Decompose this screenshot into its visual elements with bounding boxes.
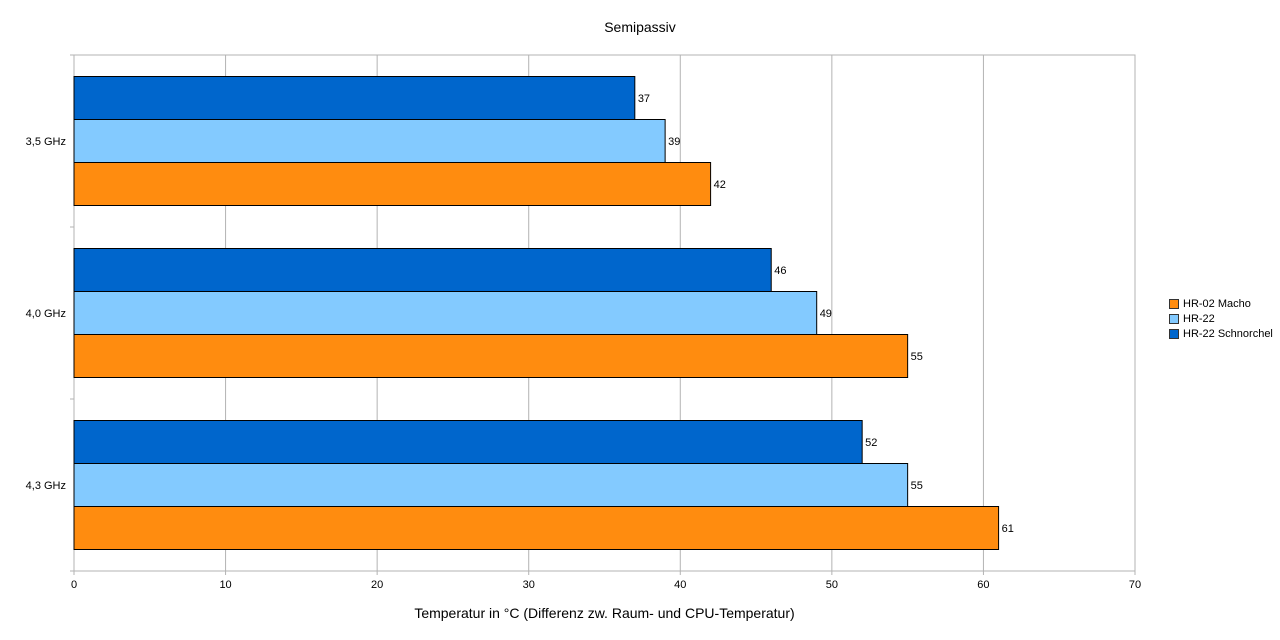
x-tick-label: 20 [371, 579, 383, 591]
data-label: 49 [820, 308, 832, 320]
bar [73, 162, 712, 206]
bar [73, 291, 818, 335]
x-tick-label: 60 [977, 579, 989, 591]
legend-label: HR-22 [1183, 312, 1215, 325]
x-tick-label: 50 [826, 579, 838, 591]
legend-label: HR-02 Macho [1183, 297, 1251, 310]
bar [73, 463, 909, 507]
bar [73, 334, 909, 378]
bar [73, 248, 772, 292]
legend-swatch [1169, 298, 1179, 309]
x-tick-label: 40 [674, 579, 686, 591]
x-tick-label: 10 [219, 579, 231, 591]
data-label: 46 [774, 265, 786, 277]
bar [73, 420, 863, 464]
data-label: 42 [714, 179, 726, 191]
data-label: 55 [911, 480, 923, 492]
bar [73, 76, 636, 120]
legend-label: HR-22 Schnorchel [1183, 327, 1273, 340]
y-tick-label: 4,3 GHz [26, 480, 66, 492]
x-tick-label: 0 [71, 579, 77, 591]
data-label: 61 [1002, 523, 1014, 535]
y-tick-label: 4,0 GHz [26, 308, 66, 320]
data-label: 55 [911, 351, 923, 363]
data-label: 52 [865, 437, 877, 449]
y-tick-label: 3,5 GHz [26, 136, 66, 148]
legend-item-hr22: HR-22 [1169, 311, 1273, 326]
x-axis-title: Temperatur in °C (Differenz zw. Raum- un… [414, 605, 795, 621]
bar [73, 506, 1000, 550]
x-tick-label: 30 [523, 579, 535, 591]
data-label: 39 [668, 136, 680, 148]
data-label: 37 [638, 93, 650, 105]
x-tick-label: 70 [1129, 579, 1141, 591]
legend-item-hr02-macho: HR-02 Macho [1169, 296, 1273, 311]
legend-swatch [1169, 328, 1179, 339]
chart-legend: HR-02 Macho HR-22 HR-22 Schnorchel [1169, 296, 1273, 341]
legend-swatch [1169, 313, 1179, 324]
legend-item-hr22-schnorchel: HR-22 Schnorchel [1169, 326, 1273, 341]
bar [73, 119, 666, 163]
chart-title: Semipassiv [604, 19, 676, 35]
